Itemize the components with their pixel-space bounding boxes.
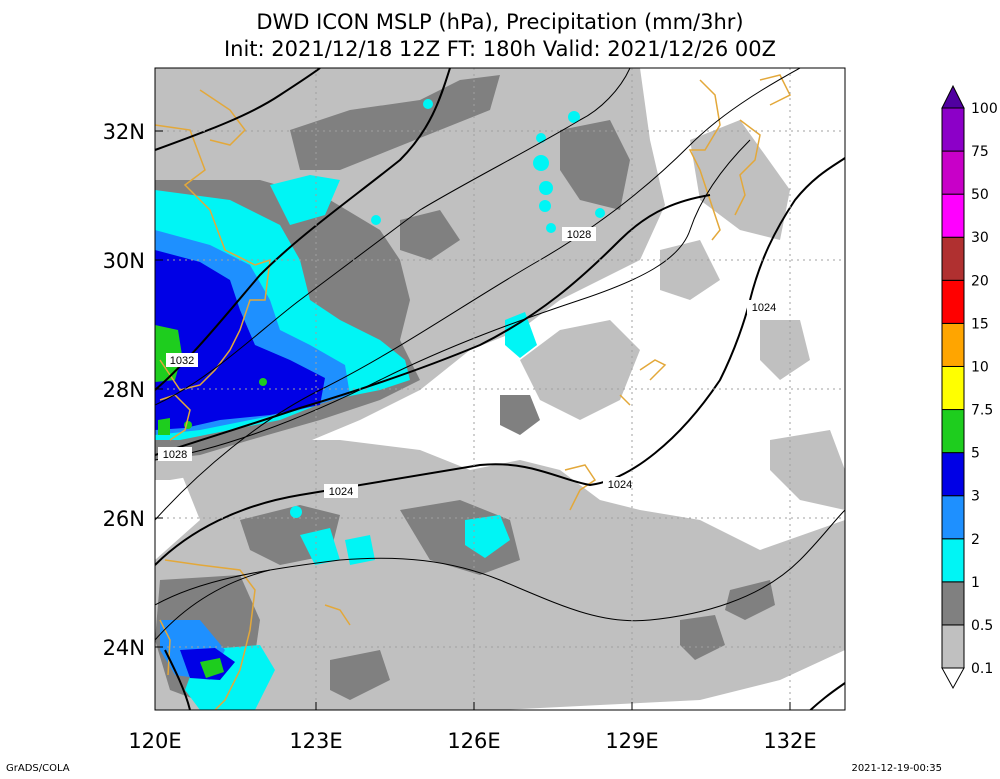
colorbar-label: 3 xyxy=(971,489,980,505)
longitude-labels: 120E 123E 126E 129E 132E xyxy=(128,729,816,753)
colorbar-bin-3 xyxy=(941,538,965,583)
isobar-label-1032: 1032 xyxy=(170,355,194,367)
colorbar-bin-2 xyxy=(941,581,965,626)
gridlines xyxy=(155,68,845,710)
isobar-label-1028-west: 1028 xyxy=(163,449,187,461)
lon-label-120e: 120E xyxy=(128,729,181,753)
isobar-labels: 1032 1028 1028 1024 1024 1024 xyxy=(158,227,781,498)
latitude-labels: 24N 26N 28N 30N 32N xyxy=(103,120,145,660)
lat-label-24n: 24N xyxy=(103,636,145,660)
isobar-label-1024-south: 1024 xyxy=(608,479,632,491)
colorbar-bin-top xyxy=(941,84,965,109)
colorbar-bin-8 xyxy=(941,322,965,367)
lat-label-30n: 30N xyxy=(103,249,145,273)
colorbar-bin-10 xyxy=(941,236,965,281)
colorbar-bin-12 xyxy=(941,150,965,195)
colorbar-label: 0.1 xyxy=(971,661,993,677)
colorbar-label: 20 xyxy=(971,273,989,289)
isobars-thick xyxy=(155,68,845,710)
axis-ticks xyxy=(154,130,791,710)
colorbar-label: 15 xyxy=(971,316,989,332)
colorbar-bin-4 xyxy=(941,495,965,540)
isobar-label-1028-north: 1028 xyxy=(567,229,591,241)
chart-title-line1: DWD ICON MSLP (hPa), Precipitation (mm/3… xyxy=(256,10,744,34)
colorbar: 0.1 0.5 1 2 3 5 7.5 10 15 20 30 50 75 100 xyxy=(941,84,998,690)
colorbar-bin-11 xyxy=(941,193,965,238)
isobars-thin xyxy=(155,68,845,641)
lat-label-28n: 28N xyxy=(103,378,145,402)
colorbar-label: 7.5 xyxy=(971,403,993,419)
colorbar-label: 75 xyxy=(971,144,989,160)
isobar-label-1024-west: 1024 xyxy=(329,486,353,498)
colorbar-bin-7 xyxy=(941,365,965,411)
colorbar-bin-0 xyxy=(941,667,965,690)
colorbar-bin-9 xyxy=(941,279,965,324)
lon-label-129e: 129E xyxy=(605,729,658,753)
colorbar-bin-5 xyxy=(941,452,965,497)
lon-label-132e: 132E xyxy=(763,729,816,753)
colorbar-label: 50 xyxy=(971,187,989,203)
lon-label-126e: 126E xyxy=(447,729,500,753)
grads-credit: GrADS/COLA xyxy=(6,763,70,774)
lat-label-26n: 26N xyxy=(103,507,145,531)
colorbar-bin-1 xyxy=(941,624,965,669)
colorbar-label: 10 xyxy=(971,359,989,375)
chart-title-line2: Init: 2021/12/18 12Z FT: 180h Valid: 202… xyxy=(223,37,777,61)
colorbar-bin-6 xyxy=(941,409,965,454)
colorbar-bin-13 xyxy=(941,107,965,152)
colorbar-label: 100 xyxy=(971,101,998,117)
colorbar-label: 1 xyxy=(971,575,980,591)
colorbar-label: 2 xyxy=(971,532,980,548)
isobar-label-1024-east: 1024 xyxy=(752,302,776,314)
colorbar-label: 0.5 xyxy=(971,618,993,634)
render-timestamp: 2021-12-19-00:35 xyxy=(851,763,942,774)
colorbar-label: 30 xyxy=(971,230,989,246)
precipitation-field: 1032 1028 1028 1024 1024 1024 xyxy=(155,68,845,710)
coastlines xyxy=(155,74,792,710)
colorbar-label: 5 xyxy=(971,446,980,462)
lat-label-32n: 32N xyxy=(103,120,145,144)
lon-label-123e: 123E xyxy=(289,729,342,753)
